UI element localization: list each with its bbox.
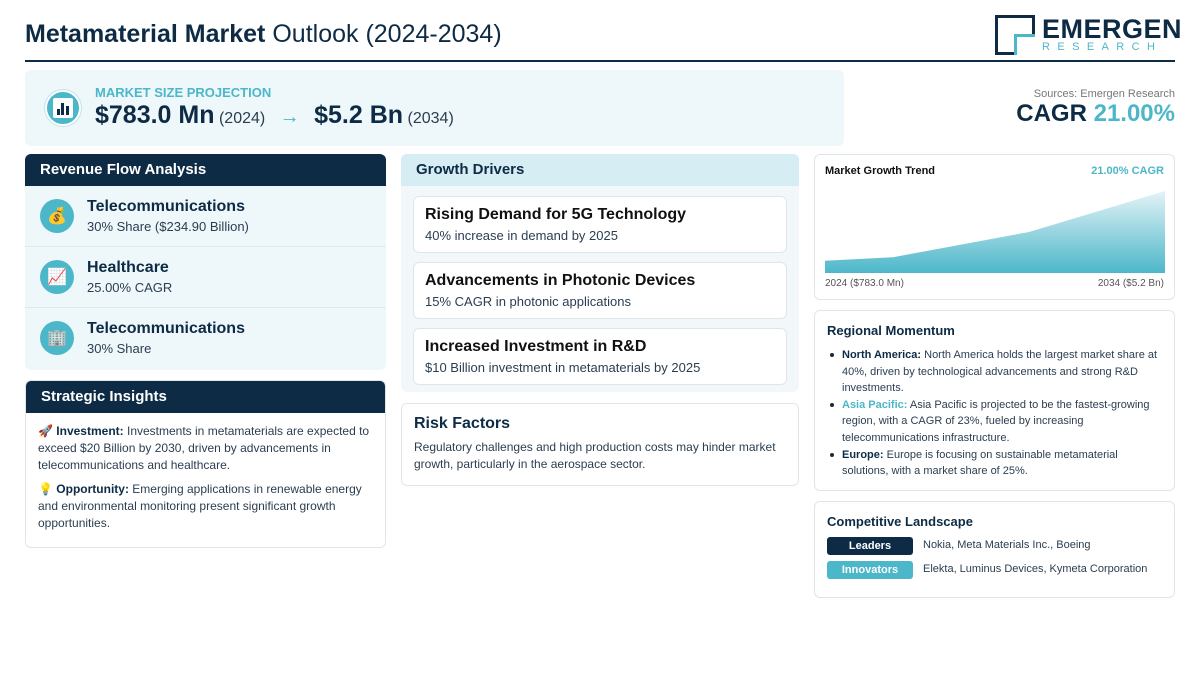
trend-start-label: 2024 ($783.0 Mn) [825,278,904,289]
trend-title: Market Growth Trend [825,165,936,177]
start-value: $783.0 Mn [95,101,215,129]
revenue-item-name: Telecommunications [87,320,245,337]
leaders-names: Nokia, Meta Materials Inc., Boeing [923,539,1091,551]
page-title: Metamaterial Market Outlook (2024-2034) [25,20,502,49]
market-size-projection: MARKET SIZE PROJECTION $783.0 Mn (2024) … [25,70,844,146]
regional-list: North America: North America holds the l… [827,347,1167,480]
arrow-right-icon: → [279,106,300,128]
insight-investment-label: Investment: [56,424,124,438]
projection-label: MARKET SIZE PROJECTION [95,85,272,100]
growth-drivers-title: Growth Drivers [401,154,799,186]
regional-item: Asia Pacific: Asia Pacific is projected … [827,397,1167,447]
sources-note: Sources: Emergen Research [1033,88,1175,100]
risk-factors-title: Risk Factors [414,415,511,432]
driver-detail: 15% CAGR in photonic applications [425,294,631,309]
revenue-item-detail: 30% Share ($234.90 Billion) [87,219,249,234]
competitive-title: Competitive Landscape [827,514,973,529]
insight-opportunity-text: Emerging applications in renewable energ… [38,482,362,530]
insight-opportunity-label: Opportunity: [56,482,129,496]
revenue-item-detail: 30% Share [87,341,152,356]
region-text: Europe is focusing on sustainable metama… [842,448,1118,478]
insight-investment-text: Investments in metamaterials are expecte… [38,424,370,472]
logo-name: EMERGEN [1042,14,1183,44]
region-name: Asia Pacific: [842,398,908,411]
cagr-label: CAGR [1016,100,1087,127]
logo-mark-icon [995,15,1035,55]
chart-up-icon: 📈 [40,260,74,294]
region-text: Asia Pacific is projected to be the fast… [842,398,1150,444]
revenue-item: 🏢 Telecommunications 30% Share [25,308,386,369]
end-year: (2034) [407,110,454,127]
driver-title: Rising Demand for 5G Technology [425,206,687,223]
regional-title: Regional Momentum [827,323,955,338]
revenue-item: 📈 Healthcare 25.00% CAGR [25,247,386,308]
revenue-item-name: Healthcare [87,259,169,276]
growth-drivers-panel: Growth Drivers Rising Demand for 5G Tech… [401,154,799,392]
driver-detail: 40% increase in demand by 2025 [425,228,618,243]
lightbulb-icon: 💡 [38,482,53,496]
trend-area-chart [825,191,1165,273]
emergen-logo: EMERGEN RESEARCH [995,14,1182,56]
start-year: (2024) [218,110,266,127]
projection-values: $783.0 Mn (2024) → $5.2 Bn (2034) [95,101,454,130]
cagr-value: 21.00% [1093,100,1175,127]
driver-title: Advancements in Photonic Devices [425,272,696,289]
region-name: North America: [842,349,922,361]
building-icon: 🏢 [40,321,74,355]
market-growth-trend-panel: Market Growth Trend 21.00% CAGR 2024 ($7… [814,154,1175,300]
revenue-item-name: Telecommunications [87,198,245,215]
risk-factors-panel: Risk Factors Regulatory challenges and h… [401,403,799,486]
revenue-flow-title: Revenue Flow Analysis [25,154,386,186]
revenue-item: 💰 Telecommunications 30% Share ($234.90 … [25,186,386,247]
logo-subtitle: RESEARCH [1042,41,1163,53]
driver-card: Rising Demand for 5G Technology 40% incr… [413,196,787,253]
regional-item: North America: North America holds the l… [827,347,1167,397]
region-text: North America holds the largest market s… [842,349,1158,395]
bar-chart-icon [45,90,81,126]
competitive-landscape-panel: Competitive Landscape Leaders Nokia, Met… [814,501,1175,598]
money-bag-icon: 💰 [40,199,74,233]
driver-title: Increased Investment in R&D [425,338,647,355]
region-name: Europe: [842,448,884,461]
page-header: Metamaterial Market Outlook (2024-2034) … [25,12,1182,62]
title-rest: Outlook (2024-2034) [272,20,502,48]
regional-item: Europe: Europe is focusing on sustainabl… [827,447,1167,480]
strategic-insights-panel: Strategic Insights 🚀 Investment: Investm… [25,380,386,548]
leaders-badge: Leaders [827,537,913,555]
cagr-summary: CAGR 21.00% [1016,100,1175,128]
revenue-item-detail: 25.00% CAGR [87,280,173,295]
trend-cagr: 21.00% CAGR [1091,165,1164,177]
driver-card: Advancements in Photonic Devices 15% CAG… [413,262,787,319]
rocket-icon: 🚀 [38,424,53,438]
risk-factors-text: Regulatory challenges and high productio… [414,440,776,471]
driver-detail: $10 Billion investment in metamaterials … [425,360,701,375]
strategic-insights-title: Strategic Insights [26,381,385,413]
end-value: $5.2 Bn [314,101,404,129]
insight-opportunity: 💡 Opportunity: Emerging applications in … [38,481,373,532]
trend-end-label: 2034 ($5.2 Bn) [1097,278,1164,289]
innovators-names: Elekta, Luminus Devices, Kymeta Corporat… [923,563,1148,575]
title-bold: Metamaterial Market [25,20,266,48]
innovators-badge: Innovators [827,561,913,579]
revenue-flow-panel: Revenue Flow Analysis 💰 Telecommunicatio… [25,154,386,370]
driver-card: Increased Investment in R&D $10 Billion … [413,328,787,385]
insight-investment: 🚀 Investment: Investments in metamateria… [38,423,373,474]
trend-area [825,191,1165,273]
regional-momentum-panel: Regional Momentum North America: North A… [814,310,1175,491]
